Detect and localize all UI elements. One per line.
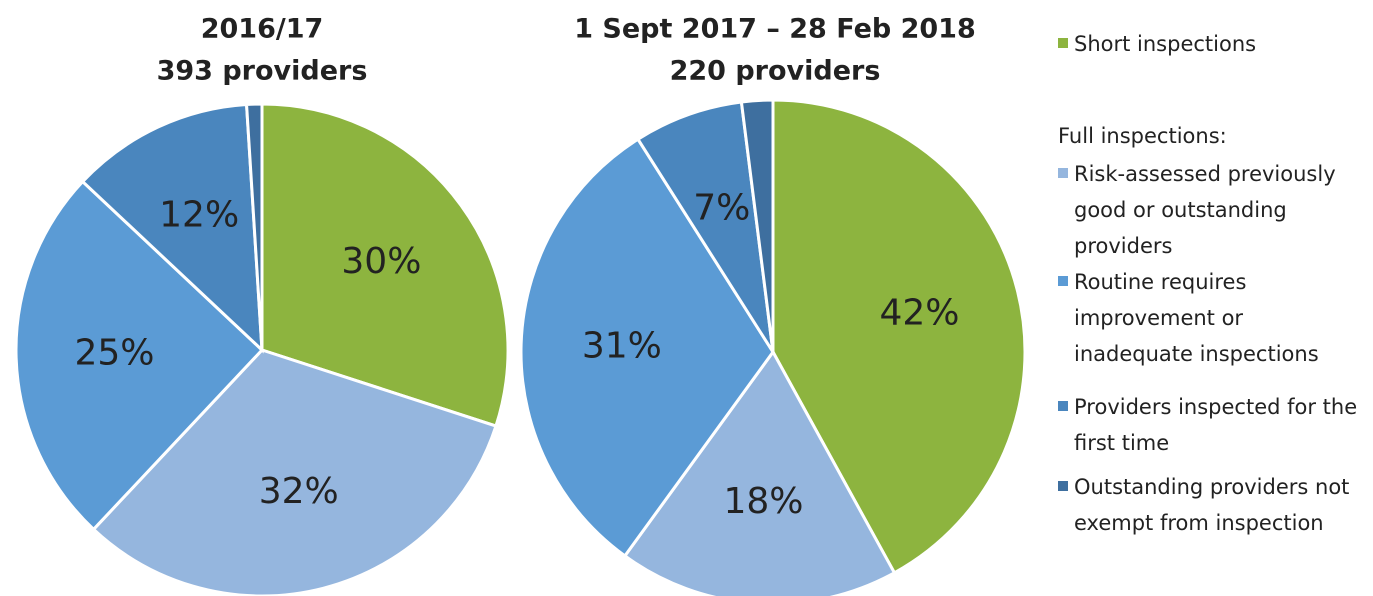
slice-label: 32% [259, 471, 339, 512]
legend-item: Short inspections [1058, 26, 1370, 62]
legend-heading-text: Full inspections: [1058, 124, 1227, 148]
pie-slice [80, 102, 264, 354]
slice-label: 30% [341, 241, 421, 282]
legend-heading: Full inspections: [1058, 118, 1370, 154]
legend-swatch [1058, 401, 1068, 411]
legend-item: Providers inspected for the first time [1058, 389, 1370, 461]
legend-label: Providers inspected for the first time [1074, 395, 1358, 455]
pie-slice [260, 102, 510, 428]
pie-slice [244, 102, 264, 351]
legend-label: Risk-assessed previously good or outstan… [1074, 162, 1336, 258]
chart-subtitle: 220 providers [670, 56, 881, 87]
slice-label: 12% [159, 194, 239, 235]
slice-label: 25% [74, 333, 154, 374]
legend-swatch [1058, 38, 1068, 48]
slice-label: 42% [879, 292, 959, 333]
pie-slice [91, 348, 498, 596]
chart-subtitle: 393 providers [157, 56, 368, 87]
legend-swatch [1058, 481, 1068, 491]
pie-slice [519, 137, 775, 558]
legend-swatch [1058, 168, 1068, 178]
chart-title: 1 Sept 2017 – 28 Feb 2018 [574, 14, 976, 45]
legend-label: Routine requires improvement or inadequa… [1074, 270, 1319, 366]
legend-label: Outstanding providers not exempt from in… [1074, 475, 1350, 535]
pie-slice [771, 98, 1027, 575]
pie-slice [739, 98, 775, 353]
pie-slice [622, 349, 897, 596]
legend-item: Routine requires improvement or inadequa… [1058, 264, 1370, 372]
legend-swatch [1058, 276, 1068, 286]
pie-slice [14, 179, 265, 532]
pie-slice [635, 100, 775, 353]
legend-item: Risk-assessed previously good or outstan… [1058, 156, 1370, 264]
slice-label: 7% [693, 188, 750, 229]
legend-label: Short inspections [1074, 32, 1257, 56]
legend-item: Outstanding providers not exempt from in… [1058, 469, 1370, 541]
slice-label: 18% [723, 481, 803, 522]
slice-label: 31% [582, 325, 662, 366]
chart-title: 2016/17 [201, 14, 324, 45]
